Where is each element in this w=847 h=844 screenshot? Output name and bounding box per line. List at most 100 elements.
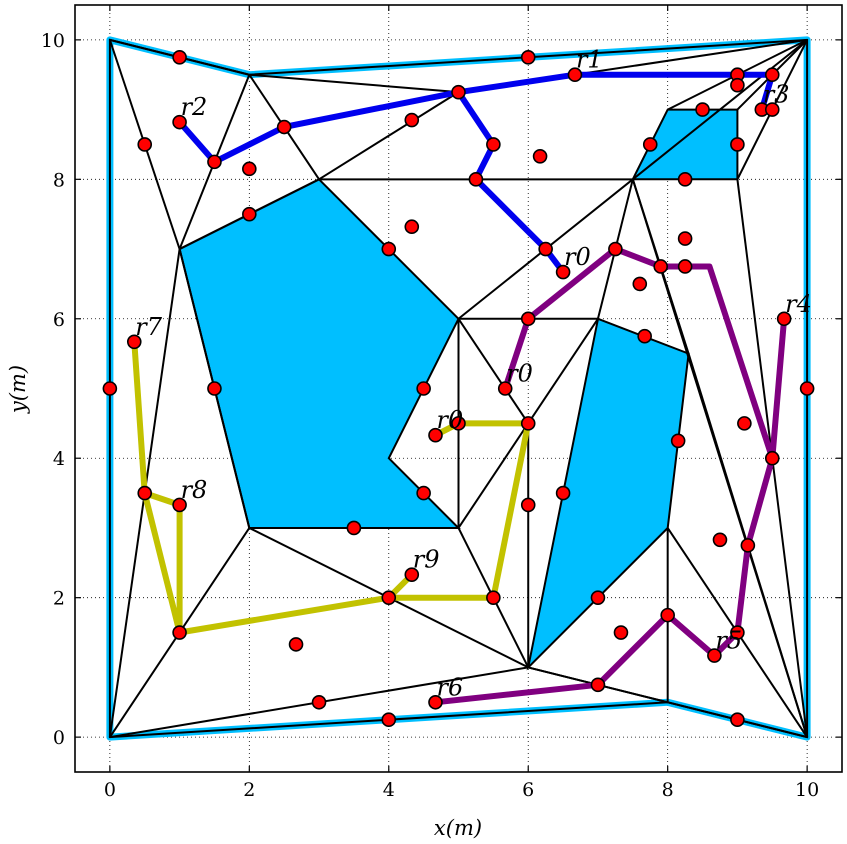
graph-node (311, 694, 327, 710)
robot-label-r4: r4 (785, 290, 812, 318)
graph-node (730, 77, 745, 93)
triangulation-edge (632, 39, 808, 181)
graph-node (172, 497, 187, 513)
graph-node (416, 485, 431, 501)
graph-node (468, 172, 484, 187)
axis-ticks: 0 2 4 6 8 10 0 2 4 6 8 10 (41, 5, 842, 801)
robot-label-r9: r9 (413, 546, 440, 574)
y-tick-label: 0 (53, 727, 65, 749)
graph-node (207, 381, 222, 396)
robot-label-r7: r7 (135, 313, 162, 341)
plot-frame (74, 4, 843, 773)
graph-node (497, 381, 513, 396)
graph-node (172, 625, 187, 640)
y-tick-label: 2 (53, 588, 65, 610)
graph-node (712, 532, 728, 548)
y-tick-label: 8 (53, 169, 65, 191)
graph-node (276, 119, 292, 135)
graph-node (137, 485, 153, 501)
graph-node (381, 712, 397, 728)
robot-label-r5: r5 (715, 627, 742, 655)
graph-node (137, 137, 153, 152)
graph-node (486, 137, 501, 152)
robot-label-r1: r1 (576, 46, 603, 74)
graph-node (642, 137, 658, 152)
graph-node (555, 264, 571, 280)
graph-node (520, 49, 536, 65)
graph-node (486, 590, 501, 605)
graph-node (695, 102, 710, 117)
y-tick-label: 10 (41, 30, 65, 52)
graph-node (730, 712, 745, 728)
graph-node (730, 137, 745, 152)
graph-node (740, 538, 756, 553)
graph-node (608, 241, 623, 257)
graph-node (653, 259, 669, 274)
obstacles (178, 108, 739, 671)
graph-node (567, 67, 583, 83)
graph-node (451, 84, 466, 100)
graph-node (520, 416, 536, 431)
robot-label-r8: r8 (181, 476, 208, 504)
graph-node (126, 334, 142, 350)
graph-node (404, 567, 420, 582)
x-tick-label: 8 (662, 779, 674, 801)
triangulation-edge (318, 91, 460, 181)
graph-node (538, 241, 553, 257)
graph-node (590, 677, 606, 693)
graph-node (632, 276, 648, 292)
x-tick-label: 6 (522, 779, 534, 801)
graph-node (555, 485, 571, 501)
x-tick-label: 2 (243, 779, 255, 801)
graph-node (404, 219, 420, 235)
graph-node (707, 648, 722, 663)
robot-label-r0: r0 (436, 406, 463, 434)
x-tick-label: 10 (795, 779, 819, 801)
graph-node (590, 590, 606, 605)
graph-node (520, 497, 536, 513)
graph-node (381, 241, 397, 257)
graph-node (416, 381, 431, 396)
robot-label-r2: r2 (181, 93, 208, 121)
triangulation-edge (457, 318, 530, 424)
graph-node (451, 416, 466, 431)
graph-node (613, 625, 629, 640)
obstacle-2 (631, 108, 739, 181)
robot-label-r3: r3 (763, 81, 790, 109)
graph-node (102, 381, 118, 396)
y-tick-label: 4 (53, 448, 65, 470)
graph-node (764, 67, 780, 83)
graph-node (404, 112, 420, 128)
graph-node (520, 311, 536, 327)
robot-label-r0: r0 (564, 243, 591, 271)
graph-node (776, 311, 792, 327)
graph-node (670, 433, 686, 449)
graph-node (242, 206, 257, 222)
graph-node (677, 172, 693, 187)
y-tick-label: 6 (53, 309, 65, 331)
x-tick-label: 4 (383, 779, 395, 801)
robot-label-r6: r6 (436, 673, 463, 701)
graph-node (730, 625, 745, 640)
graph-node (172, 114, 187, 130)
graph-node (428, 694, 443, 710)
robot-labels: r1 r2 r3 r0 r4 r7 r0 r0 r8 r9 r5 r6 (135, 46, 812, 702)
robot-label-r0: r0 (506, 360, 533, 388)
graph-node (660, 607, 675, 623)
graph-node (288, 637, 304, 652)
graph-node (764, 102, 780, 117)
graph-node (764, 450, 780, 466)
graph-node (532, 149, 548, 164)
triangulation-edge (249, 73, 459, 94)
x-tick-label: 0 (104, 779, 116, 801)
y-axis-label: y(m) (6, 365, 30, 414)
graph-node (737, 416, 752, 431)
graph-node (346, 520, 362, 536)
graph-node (242, 161, 257, 177)
triangulation-edge (457, 422, 530, 529)
graph-node (677, 231, 693, 246)
graph-node (207, 154, 222, 170)
x-axis-label: x(m) (434, 816, 482, 840)
graph-node (637, 328, 652, 344)
